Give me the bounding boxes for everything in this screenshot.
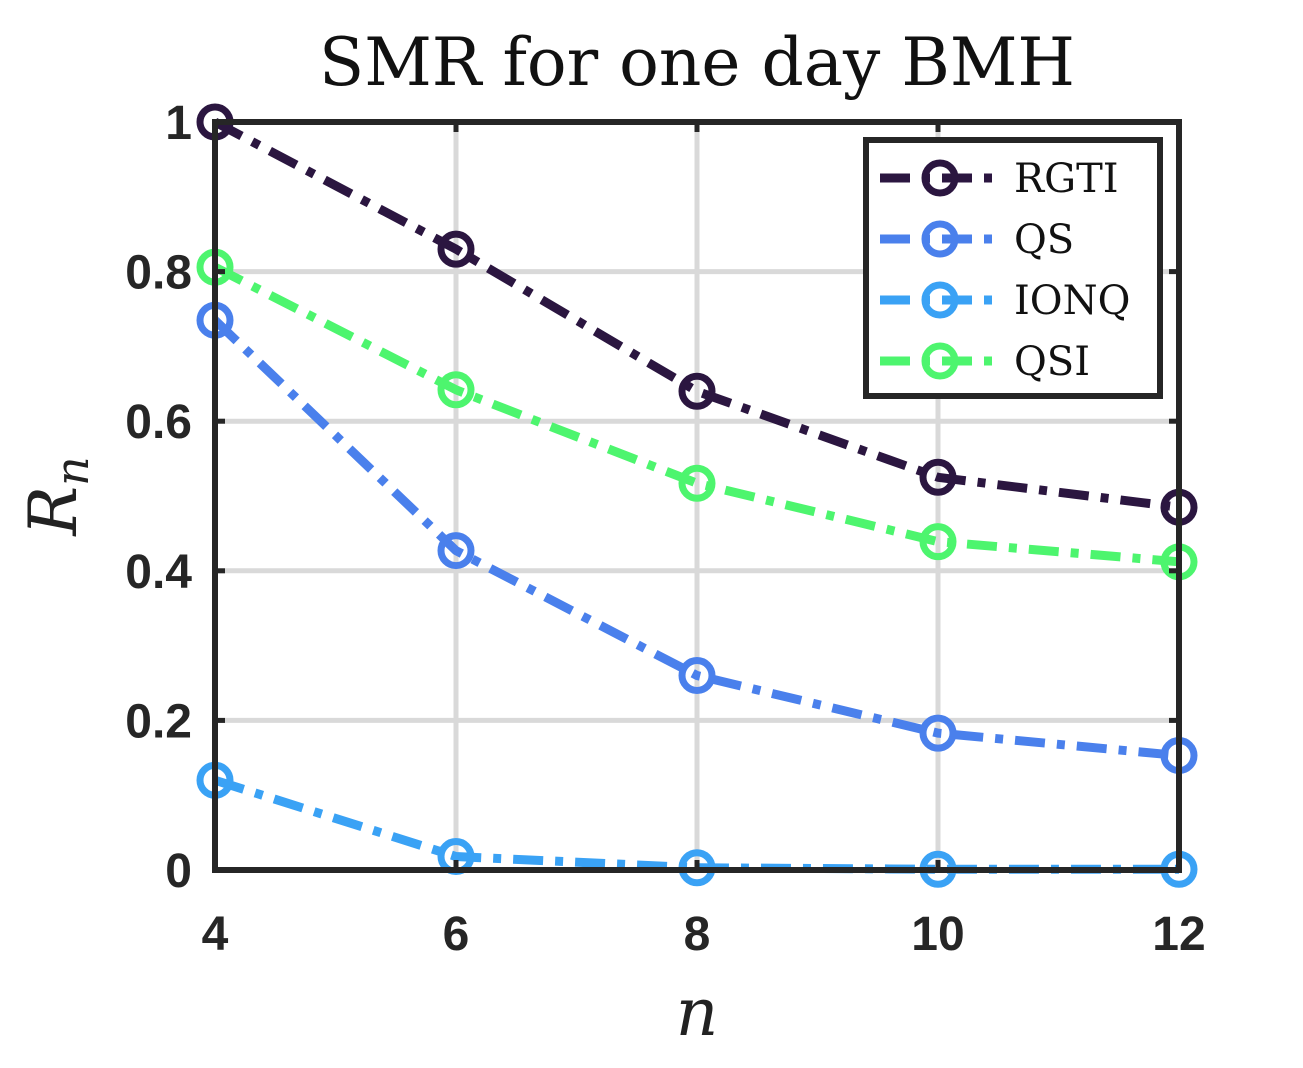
data-point-rgti: [678, 372, 716, 410]
legend-box: [863, 137, 1163, 399]
x-tick-label: 6: [443, 908, 470, 961]
legend-label-rgti: RGTI: [1014, 156, 1119, 202]
y-tick-label: 0.6: [125, 396, 192, 449]
chart-title: SMR for one day BMH: [319, 24, 1075, 101]
y-tick-label: 0: [165, 845, 192, 898]
data-point-rgti: [437, 230, 475, 268]
data-point-qsi: [437, 371, 475, 409]
svg-text:Rn: Rn: [15, 456, 99, 536]
y-tick-labels: 0 0.2 0.4 0.6 0.8 1: [125, 97, 192, 898]
legend-marker-ionq: [921, 281, 959, 319]
data-point-rgti: [919, 458, 957, 496]
x-tick-label: 10: [911, 908, 964, 961]
y-tick-label: 0.4: [125, 546, 192, 599]
y-tick-label: 0.8: [125, 247, 192, 300]
series-line-rgti: [212, 118, 1180, 512]
y-tick-label: 0.2: [125, 695, 192, 748]
x-tick-label: 8: [684, 908, 711, 961]
data-point-qs: [678, 657, 716, 695]
y-axis-label-sub: n: [45, 456, 99, 486]
y-axis-label: Rn: [15, 456, 99, 536]
legend-item-ionq: IONQ: [880, 278, 1130, 324]
x-axis-label: n: [676, 974, 719, 1051]
axis-ticks: [212, 119, 1182, 873]
y-tick-label: 1: [165, 97, 192, 150]
legend: RGTI QS IONQ QSI: [863, 137, 1163, 399]
legend-label-ionq: IONQ: [1014, 278, 1130, 324]
legend-item-qsi: QSI: [880, 339, 1090, 385]
data-point-qs: [437, 532, 475, 570]
x-tick-label: 4: [202, 908, 229, 961]
data-point-qsi: [919, 523, 957, 561]
legend-label-qsi: QSI: [1014, 339, 1090, 385]
legend-item-qs: QS: [880, 217, 1074, 263]
data-point-qs: [919, 714, 957, 752]
x-tick-labels: 4 6 8 10 12: [202, 908, 1206, 961]
legend-marker-rgti: [921, 159, 959, 197]
series-line-qs: [211, 316, 1180, 761]
legend-label-qs: QS: [1014, 217, 1074, 263]
legend-marker-qsi: [921, 342, 959, 380]
y-axis-label-main: R: [15, 486, 92, 537]
legend-item-rgti: RGTI: [880, 156, 1119, 202]
data-point-qsi: [678, 464, 716, 502]
legend-marker-qs: [921, 220, 959, 258]
x-tick-label: 12: [1152, 908, 1205, 961]
